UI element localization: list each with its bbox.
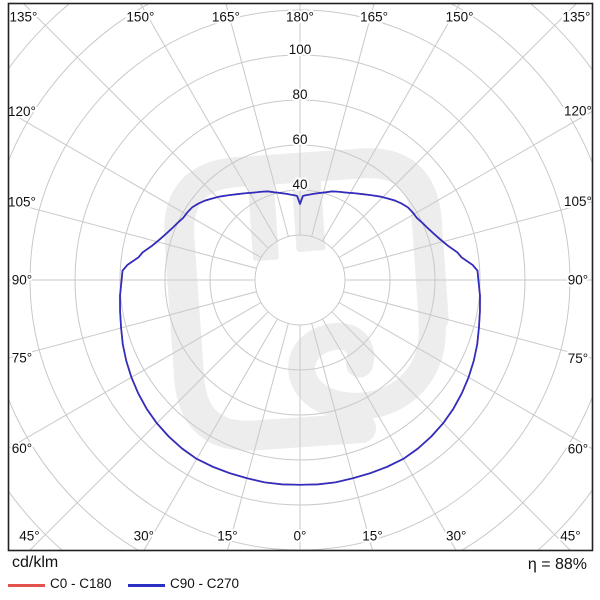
grid-spoke	[338, 110, 593, 258]
angle-label: 60°	[12, 441, 32, 456]
curve-c90-c270	[119, 190, 481, 486]
angle-label: 90°	[12, 273, 32, 288]
ring-label: 100	[289, 42, 312, 57]
grid-spoke	[343, 291, 593, 359]
grid-spoke	[331, 3, 578, 249]
grid-spoke	[338, 302, 593, 450]
angle-label: 120°	[564, 104, 592, 119]
grid-spoke	[22, 3, 269, 249]
angle-label: 180°	[286, 10, 314, 25]
ring-label: 60	[292, 132, 307, 147]
grid-spoke	[8, 201, 257, 269]
angle-label: 30°	[446, 529, 466, 544]
angle-label: 165°	[360, 10, 388, 25]
angle-label: 45°	[560, 529, 580, 544]
chart-border	[7, 2, 594, 552]
angle-label: 90°	[568, 273, 588, 288]
grid-spoke	[139, 3, 278, 242]
grid-spoke	[311, 3, 375, 237]
angle-label: 105°	[8, 194, 36, 209]
watermark-bar-2	[290, 158, 326, 252]
grid-spoke	[227, 323, 289, 551]
grid-spoke	[8, 291, 257, 359]
angle-label: 135°	[563, 10, 591, 25]
angle-label: 105°	[564, 194, 592, 209]
angle-label: 15°	[362, 529, 382, 544]
grid-spoke	[28, 311, 269, 551]
angle-label: 15°	[217, 529, 237, 544]
grid-spoke	[8, 111, 262, 258]
angle-label: 165°	[212, 10, 240, 25]
watermark-logo	[164, 148, 449, 451]
grid-spoke	[322, 318, 457, 551]
angle-label: 30°	[134, 529, 154, 544]
ring-label: 80	[292, 87, 307, 102]
angle-label: 75°	[12, 351, 32, 366]
angle-label: 0°	[294, 529, 307, 544]
grid-spoke	[225, 3, 289, 237]
intensity-curves	[119, 190, 481, 486]
watermark-ring-left	[164, 157, 377, 451]
grid-spoke	[8, 302, 262, 449]
grid-spoke	[343, 201, 593, 269]
grid-spoke	[143, 318, 278, 551]
watermark-bar-1	[246, 163, 279, 261]
angle-label: 150°	[446, 10, 474, 25]
angle-label: 150°	[126, 10, 154, 25]
grid-spoke	[331, 311, 572, 551]
angle-label: 120°	[8, 104, 36, 119]
grid-spoke	[311, 323, 373, 551]
angle-label: 75°	[568, 351, 588, 366]
ring-label: 40	[292, 177, 307, 192]
watermark-curl	[288, 307, 446, 420]
angle-label: 135°	[10, 10, 38, 25]
axis-labels: 40 60 80 100 0° 15° 15° 30° 30° 45° 45° 60° 60° 75° 75…	[6, 8, 594, 546]
angle-label: 45°	[19, 529, 39, 544]
angle-label: 60°	[568, 441, 588, 456]
watermark-ring-right	[221, 148, 449, 334]
grid-spoke	[322, 3, 461, 242]
